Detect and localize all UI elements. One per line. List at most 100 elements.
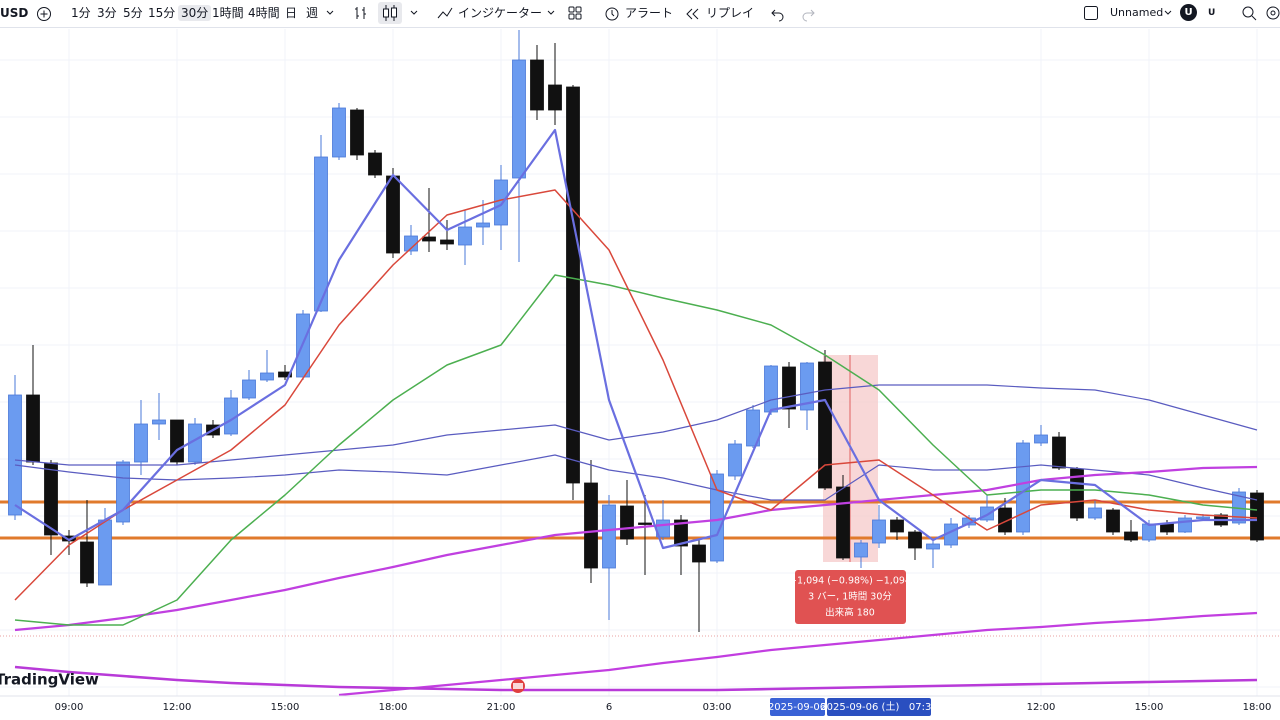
candle-body (566, 86, 580, 484)
interval-button[interactable]: 3分 (97, 6, 117, 20)
interval-button[interactable]: 週 (306, 6, 319, 20)
x-tick-label: 12:00 (1027, 702, 1056, 713)
candle-body (152, 419, 166, 425)
chevron[interactable] (325, 8, 335, 18)
indicator-icon[interactable] (436, 4, 454, 22)
candle-body (782, 366, 796, 410)
indicators-button[interactable]: インジケーター (458, 6, 543, 20)
replay-icon[interactable] (684, 6, 700, 22)
candle-body (548, 84, 562, 111)
user-avatar[interactable]: U (1180, 4, 1197, 21)
toolbar: USD 1分 3分 5分 15分 30分 1時間 4時間日週 インジケーター アラート リプ… (0, 0, 1280, 28)
plot-area (0, 30, 1280, 696)
settings-icon[interactable] (1264, 4, 1280, 22)
candle-body (422, 236, 436, 242)
x-tick-label: 15:00 (1135, 702, 1164, 713)
chevron[interactable] (409, 8, 419, 18)
candle-body (818, 361, 832, 489)
layout-name[interactable]: Unnamed (1110, 6, 1164, 19)
indicator-line (14, 665, 1258, 692)
candle-body (458, 226, 472, 246)
alert-button[interactable]: アラート (625, 6, 674, 20)
x-tick-label: 18:00 (379, 702, 408, 713)
x-tick-label: 03:00 (703, 702, 732, 713)
candle-body (854, 542, 868, 558)
candle-body (728, 443, 742, 477)
measure-change: −1,094 (−0.98%) −1,094 (789, 576, 911, 587)
candle-body (800, 362, 814, 411)
candle-body (440, 239, 454, 245)
candle-style-icon (383, 5, 397, 21)
user-badge: U (1208, 8, 1216, 18)
chevron[interactable] (546, 8, 556, 18)
replay-button[interactable]: リプレイ (706, 6, 755, 20)
indicator-line (338, 611, 1258, 696)
crosshair-date: 2025-09-06 (768, 702, 826, 713)
candle-body (80, 541, 94, 584)
candle-body (314, 156, 328, 312)
interval-button[interactable]: 1分 (71, 6, 91, 20)
symbol[interactable]: USD (0, 6, 29, 20)
candle-body (368, 152, 382, 176)
redo-icon (802, 9, 815, 22)
interval-button[interactable]: 30分 (178, 5, 212, 21)
measure-tooltip (795, 570, 906, 624)
alert-icon[interactable] (603, 4, 621, 22)
candle-body (386, 175, 400, 254)
candle-body (602, 504, 616, 569)
undo-icon[interactable] (770, 6, 786, 22)
candle-body (674, 519, 688, 547)
interval-button[interactable]: 1時間 (212, 6, 244, 20)
crosshair-time-box (827, 698, 931, 716)
candle-body (692, 544, 706, 563)
candle-body (1034, 434, 1048, 444)
candle-body (1250, 492, 1264, 541)
layout-icon[interactable] (567, 5, 583, 21)
candle-body (530, 59, 544, 111)
search-icon[interactable] (1240, 4, 1258, 22)
candle-body (1142, 523, 1156, 541)
candle-body (836, 486, 850, 559)
candle-body (1070, 468, 1084, 519)
bar-style-icon[interactable] (352, 4, 370, 22)
candle-body (746, 409, 760, 447)
candle-body (908, 531, 922, 549)
candle-body (584, 482, 598, 569)
candle-body (404, 235, 418, 252)
interval-button[interactable]: 15分 (148, 6, 176, 20)
candle-style-button[interactable] (378, 2, 402, 24)
add-symbol-icon[interactable] (36, 6, 52, 22)
x-tick-label: 09:00 (55, 702, 84, 713)
candle-body (890, 519, 904, 533)
candle-body (638, 522, 652, 525)
time-axis: 09:00 12:00 15:00 18:00 21:00 6 03:00 12:00 15:0… (55, 702, 1272, 713)
candle-body (8, 394, 22, 516)
interval-button[interactable]: 5分 (123, 6, 143, 20)
candle-body (1106, 509, 1120, 533)
candle-body (98, 519, 112, 586)
candle-body (260, 372, 274, 381)
x-tick-label: 6 (606, 702, 612, 713)
indicator-line (14, 465, 1258, 632)
interval-button[interactable]: 日 (285, 6, 298, 20)
chevron[interactable] (1163, 8, 1173, 18)
candle-body (278, 371, 292, 378)
indicator-line (14, 274, 1258, 626)
grid (0, 29, 1280, 696)
checkbox[interactable] (1083, 5, 1099, 21)
candle-body (26, 394, 40, 463)
candle-body (1178, 517, 1192, 533)
candle-body (1052, 436, 1066, 469)
x-tick-label: 12:00 (163, 702, 192, 713)
candle-body (242, 379, 256, 399)
candle-body (710, 473, 724, 562)
crosshair-date-box (770, 698, 825, 716)
indicator-line (14, 384, 1258, 466)
interval-button[interactable]: 4時間 (248, 6, 280, 20)
watermark: TradingView (0, 671, 99, 689)
indicator-line (14, 189, 1258, 601)
candle-body (1088, 507, 1102, 519)
candle-body (350, 109, 364, 156)
